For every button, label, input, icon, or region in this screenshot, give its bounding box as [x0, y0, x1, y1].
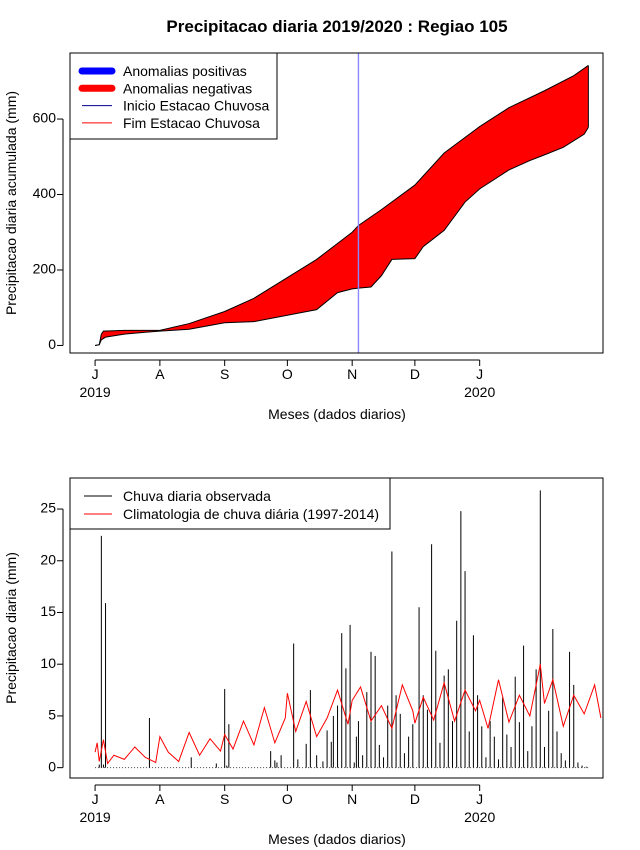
- daily-y-tick-label: 10: [40, 655, 56, 671]
- accumulated-x-tick-label: J: [476, 366, 483, 382]
- daily-y-tick-label: 0: [48, 758, 56, 774]
- daily-x-tick-label: J: [92, 791, 99, 807]
- accumulated-x-tick-label: A: [155, 366, 165, 382]
- daily-y-tick-label: 20: [40, 551, 56, 567]
- daily-y-tick-label: 15: [40, 603, 56, 619]
- daily-legend: Chuva diaria observada Climatologia de ch…: [69, 477, 391, 530]
- daily-y-tick-label: 5: [48, 707, 56, 723]
- daily-legend-label-1: Climatologia de chuva diária (1997-2014): [123, 506, 379, 522]
- daily-axes: J 2019 A S O N D J 2020 0 5 10 15 20 25: [40, 500, 495, 825]
- climatology-accumulated-line: [94, 65, 589, 346]
- legend-label-2: Inicio Estacao Chuvosa: [123, 98, 270, 114]
- accumulated-y-tick-label: 0: [48, 336, 56, 352]
- daily-precipitation-chart: J 2019 A S O N D J 2020 0 5 10 15 20 25 Precipitacao d…: [3, 477, 604, 847]
- daily-x-tick-label: O: [282, 791, 293, 807]
- daily-climatology-line: [94, 664, 602, 765]
- daily-x-axis-label: Meses (dados diarios): [268, 831, 406, 847]
- figure-title: Precipitacao diaria 2019/2020 : Regiao 1…: [166, 17, 507, 36]
- accumulated-x-year-label: 2019: [80, 384, 111, 400]
- accumulated-axes: J 2019 A S O N D J 2020 0 200 400 600: [33, 110, 496, 400]
- accumulated-plot-area: [94, 53, 589, 353]
- daily-x-year-label: 2019: [80, 809, 111, 825]
- daily-x-tick-label: J: [476, 791, 483, 807]
- daily-x-tick-label: D: [410, 791, 420, 807]
- daily-y-axis-label: Precipitacao diaria (mm): [3, 552, 19, 704]
- accumulated-x-year-label: 2020: [464, 384, 495, 400]
- accumulated-y-axis-label: Precipitacao diaria acumulada (mm): [3, 91, 19, 315]
- accumulated-y-tick-label: 200: [33, 261, 57, 277]
- daily-x-tick-label: S: [220, 791, 229, 807]
- daily-legend-label-0: Chuva diaria observada: [123, 488, 271, 504]
- daily-plot-area: [94, 490, 602, 769]
- accumulated-x-tick-label: S: [220, 366, 229, 382]
- accumulated-x-tick-label: N: [347, 366, 357, 382]
- accumulated-legend-box: [69, 52, 278, 140]
- accumulated-plot-frame: [69, 52, 604, 354]
- accumulated-precipitation-chart: J 2019 A S O N D J 2020 0 200 400 600 Precipitacao d…: [3, 52, 604, 422]
- accumulated-x-tick-label: D: [410, 366, 420, 382]
- legend-label-3: Fim Estacao Chuvosa: [123, 115, 260, 131]
- daily-y-tick-label: 25: [40, 500, 56, 516]
- accumulated-y-tick-label: 400: [33, 185, 57, 201]
- daily-x-tick-label: N: [347, 791, 357, 807]
- accumulated-y-tick-label: 600: [33, 110, 57, 126]
- daily-legend-box: [69, 477, 391, 530]
- accumulated-x-tick-label: O: [282, 366, 293, 382]
- daily-x-tick-label: A: [155, 791, 165, 807]
- accumulated-x-tick-label: J: [92, 366, 99, 382]
- accumulated-x-axis-label: Meses (dados diarios): [268, 406, 406, 422]
- legend-label-1: Anomalias negativas: [123, 80, 252, 96]
- legend-label-0: Anomalias positivas: [123, 63, 247, 79]
- daily-x-year-label: 2020: [464, 809, 495, 825]
